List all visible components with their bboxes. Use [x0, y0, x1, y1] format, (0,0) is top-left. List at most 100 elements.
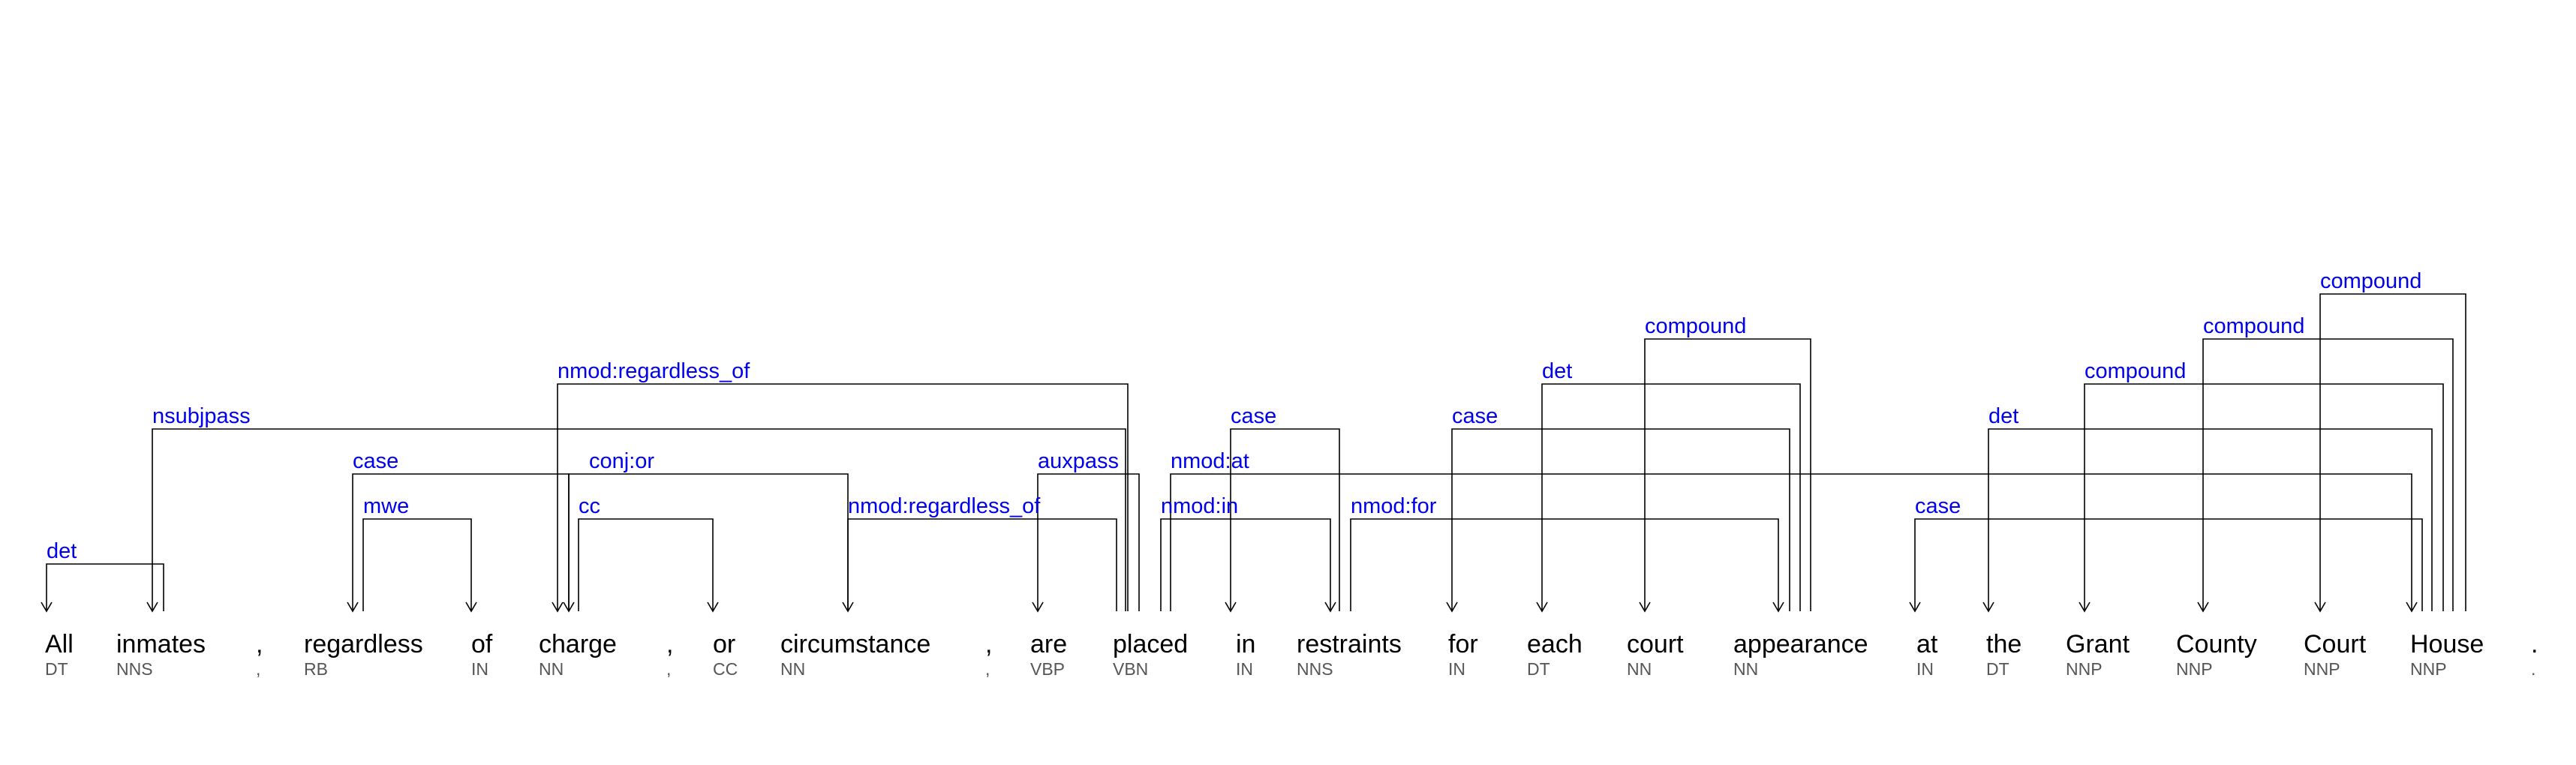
arrowhead-icon	[41, 602, 53, 613]
dependency-arc	[1541, 383, 1801, 611]
dependency-label: case	[1915, 494, 1961, 518]
arrowhead-icon	[563, 602, 575, 613]
token-word: ,	[666, 630, 673, 658]
dependency-label: case	[1452, 404, 1498, 428]
token-word: County	[2176, 630, 2257, 658]
token-word: .	[2531, 630, 2538, 658]
dependency-labels: detnsubjpasscasemwenmod:regardless_ofcon…	[47, 269, 2421, 563]
dependency-label: mwe	[363, 494, 409, 518]
token-word: or	[713, 630, 735, 658]
dependency-arc	[1350, 518, 1779, 611]
dependency-label: compound	[1645, 314, 1746, 338]
arrowhead-icon	[1639, 602, 1651, 613]
token-word: Court	[2304, 630, 2367, 658]
dependency-arc	[1914, 518, 2423, 611]
arrowhead-icon	[1032, 602, 1044, 613]
dependency-arc	[1988, 428, 2433, 611]
dependency-arc	[578, 518, 714, 611]
arrowhead-icon	[842, 602, 854, 613]
dependency-arc	[2202, 338, 2454, 611]
dependency-label: nmod:for	[1351, 494, 1437, 518]
token: ,,	[985, 630, 992, 679]
token-word: appearance	[1733, 630, 1868, 658]
dependency-arc	[46, 563, 164, 611]
token-pos-tag: NNP	[2066, 659, 2103, 679]
token-pos-tag: VBP	[1030, 659, 1065, 679]
dependency-label: auxpass	[1038, 449, 1119, 473]
token: ..	[2531, 630, 2538, 679]
arrowhead-icon	[2197, 602, 2209, 613]
token-word: inmates	[116, 630, 206, 658]
token-pos-tag: NNP	[2176, 659, 2213, 679]
dependency-label: nmod:in	[1161, 494, 1238, 518]
arrowhead-icon	[1536, 602, 1548, 613]
dependency-label: compound	[2203, 314, 2304, 338]
token-pos-tag: DT	[45, 659, 68, 679]
token-pos-tag: .	[2531, 659, 2535, 679]
token-word: circumstance	[780, 630, 930, 658]
token-word: are	[1030, 630, 1067, 658]
token-word: court	[1627, 630, 1684, 658]
token-pos-tag: CC	[713, 659, 738, 679]
dependency-arc	[1160, 518, 1331, 611]
token-pos-tag: NN	[1733, 659, 1758, 679]
token-word: for	[1448, 630, 1478, 658]
dependency-label: det	[1988, 404, 2018, 428]
arrowhead-icon	[1982, 602, 1994, 613]
token-pos-tag: NNS	[116, 659, 153, 679]
token-pos-tag: ,	[256, 659, 260, 679]
arrowhead-icon	[465, 602, 477, 613]
dependency-arc	[2319, 293, 2466, 611]
token-word: Grant	[2066, 630, 2130, 658]
dependency-label: compound	[2085, 359, 2186, 383]
dependency-arc	[557, 383, 1129, 611]
token-pos-tag: IN	[1448, 659, 1465, 679]
dependency-arc	[1037, 473, 1140, 611]
arrowhead-icon	[2079, 602, 2091, 613]
token-word: the	[1986, 630, 2021, 658]
token-word: at	[1916, 630, 1938, 658]
dependency-label: nmod:regardless_of	[558, 359, 750, 383]
dependency-label: cc	[579, 494, 600, 518]
arrowhead-icon	[2406, 602, 2418, 613]
dependency-label: compound	[2320, 269, 2421, 293]
arrowhead-icon	[2314, 602, 2326, 613]
arrowhead-icon	[1446, 602, 1458, 613]
token-pos-tag: NN	[780, 659, 805, 679]
token: ,,	[666, 630, 673, 679]
token-word: restraints	[1297, 630, 1402, 658]
token-pos-tag: IN	[471, 659, 488, 679]
token: ,,	[256, 630, 263, 679]
token-word: each	[1527, 630, 1583, 658]
arrowhead-icon	[1909, 602, 1921, 613]
token-pos-tag: IN	[1916, 659, 1934, 679]
token-word: All	[45, 630, 74, 658]
token-pos-tag: IN	[1236, 659, 1253, 679]
token-word: placed	[1113, 630, 1188, 658]
token-word: in	[1236, 630, 1255, 658]
token-row: AllDTinmatesNNS,,regardlessRBofINchargeN…	[45, 630, 2538, 679]
token-pos-tag: VBN	[1113, 659, 1148, 679]
dependency-label: case	[1231, 404, 1276, 428]
token-pos-tag: NNS	[1297, 659, 1333, 679]
dependency-arc	[152, 428, 1126, 611]
dependency-label: nmod:regardless_of	[848, 494, 1041, 518]
token-pos-tag: ,	[985, 659, 990, 679]
token-pos-tag: NN	[539, 659, 564, 679]
dependency-arc	[1170, 473, 2412, 611]
token-word: ,	[256, 630, 263, 658]
token-pos-tag: NNP	[2410, 659, 2447, 679]
